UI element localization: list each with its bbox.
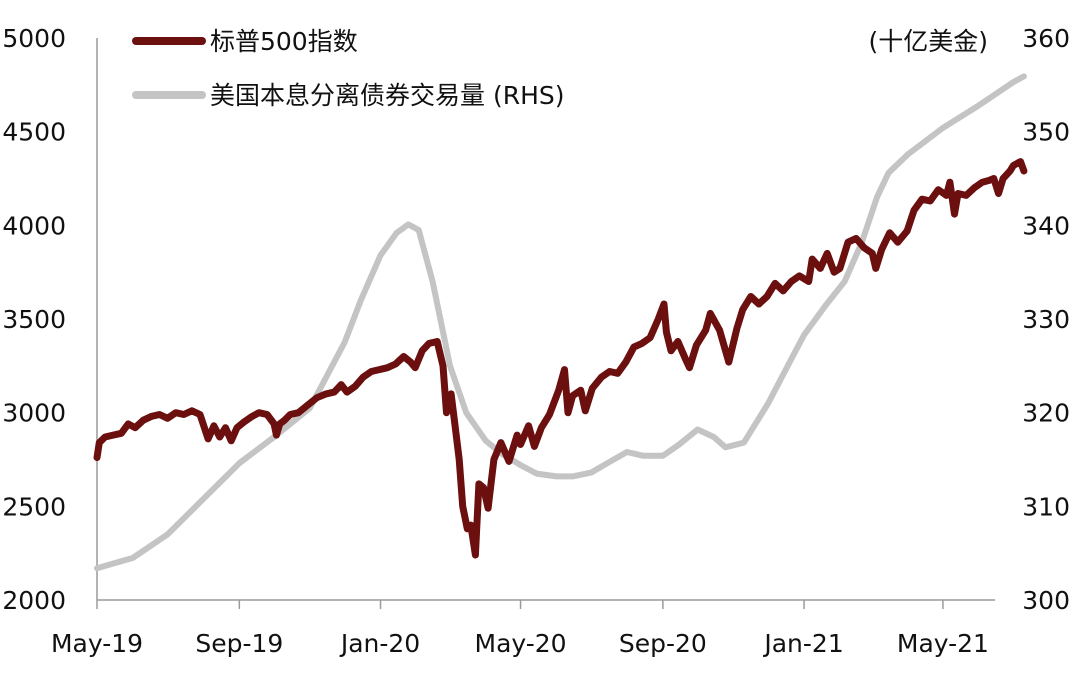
axes-group: 2000 2500 3000 3500 4000 4500 5000 300 310 320 330… [2, 24, 1070, 658]
legend-label-strips: 美国本息分离债券交易量 (RHS) [210, 81, 565, 110]
y-tick-label-4: 4000 [2, 211, 66, 240]
x-tick-label-1: Sep-19 [195, 629, 283, 658]
y2-tick-label-4: 340 [1022, 211, 1070, 240]
x-tick-label-3: May-20 [475, 629, 567, 658]
x-tick-label-6: May-21 [897, 629, 989, 658]
y-tick-label-5: 4500 [2, 118, 66, 147]
y2-tick-label-6: 360 [1022, 24, 1070, 53]
series-line-sp500 [93, 158, 1028, 559]
x-tick-label-5: Jan-21 [762, 629, 843, 658]
y-tick-label-2: 3000 [2, 399, 66, 428]
y-tick-label-0: 2000 [2, 586, 66, 615]
x-tick-label-2: Jan-20 [339, 629, 420, 658]
y2-tick-label-5: 350 [1022, 118, 1070, 147]
y2-tick-label-0: 300 [1022, 586, 1070, 615]
right-axis-unit-label: (十亿美金) [868, 27, 988, 56]
series-line-strips-volume [94, 73, 1027, 572]
y-tick-label-6: 5000 [2, 24, 66, 53]
x-tick-label-4: Sep-20 [619, 629, 707, 658]
legend-label-sp500: 标普500指数 [210, 27, 358, 56]
y-tick-label-1: 2500 [2, 492, 66, 521]
legend: 标普500指数 美国本息分离债券交易量 (RHS) [132, 27, 565, 110]
y-tick-label-3: 3500 [2, 305, 66, 334]
x-tick-label-0: May-19 [51, 629, 143, 658]
y2-tick-label-2: 320 [1022, 399, 1070, 428]
y2-tick-label-1: 310 [1022, 492, 1070, 521]
series-group [93, 73, 1028, 572]
y2-tick-label-3: 330 [1022, 305, 1070, 334]
